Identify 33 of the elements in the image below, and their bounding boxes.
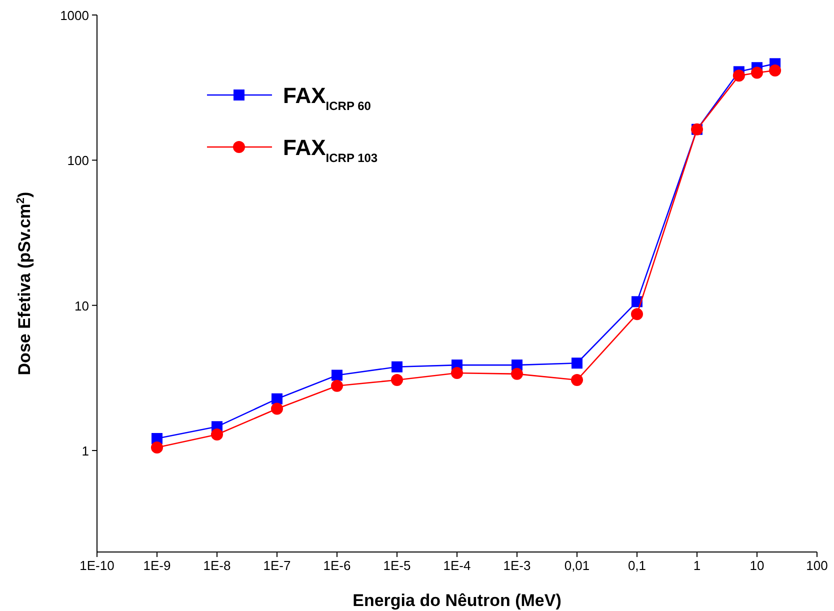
- y-tick-label: 1000: [60, 8, 89, 23]
- y-tick-label: 100: [67, 153, 89, 168]
- x-tick-label: 1E-6: [323, 558, 351, 573]
- point: [392, 361, 402, 372]
- x-tick-label: 100: [806, 558, 828, 573]
- point: [391, 374, 403, 386]
- point: [151, 441, 163, 454]
- y-tick-label: 10: [74, 298, 89, 314]
- x-tick-label: 0,01: [564, 558, 590, 573]
- point: [332, 370, 342, 381]
- x-tick-label: 1E-7: [263, 558, 291, 573]
- point: [511, 368, 523, 380]
- x-tick-label: 1E-9: [143, 558, 171, 573]
- x-tick-label: 1E-10: [80, 558, 114, 573]
- x-tick-label: 1E-4: [443, 558, 471, 573]
- legend-label: FAX$_{ICRP 103}$: [283, 135, 378, 165]
- x-tick-label: 10: [750, 558, 764, 573]
- x-tick-label: 1: [693, 558, 701, 573]
- point: [211, 428, 223, 440]
- y-tick-label: 1: [82, 444, 89, 459]
- x-tick-label: 0,1: [628, 558, 646, 573]
- point: [272, 393, 282, 404]
- x-tick-label: 1E-3: [503, 558, 531, 573]
- x-tick-label: 1E-5: [383, 558, 411, 573]
- point: [271, 402, 283, 415]
- point: [331, 380, 343, 392]
- legend-label: FAX$_{ICRP 60}$: [283, 83, 372, 113]
- point: [451, 367, 463, 379]
- point: [571, 374, 583, 386]
- point: [572, 358, 582, 369]
- point: [631, 308, 643, 320]
- x-axis-title: Energia do Nêutron (MeV): [352, 591, 562, 610]
- x-tick-label: 1E-8: [203, 558, 231, 573]
